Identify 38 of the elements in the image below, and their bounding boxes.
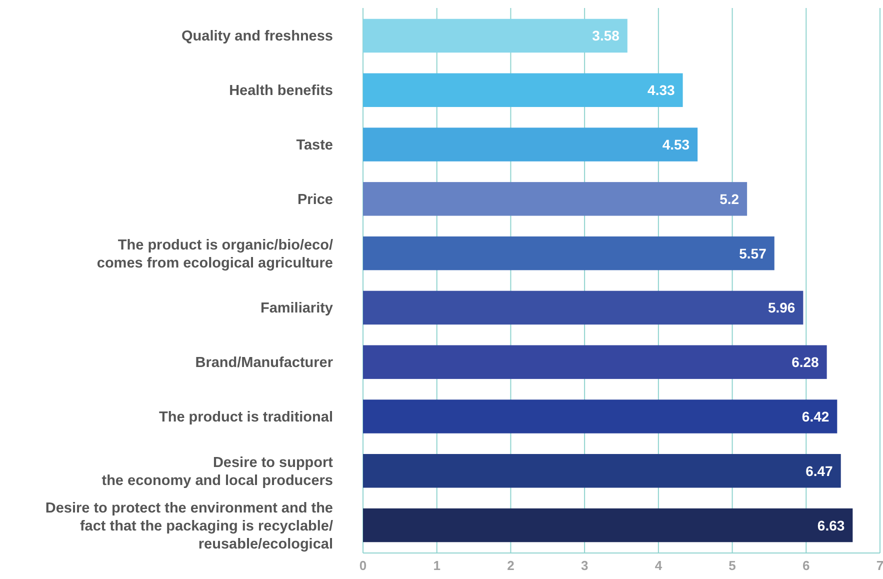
x-tick-label: 4 <box>654 558 663 574</box>
data-label: 4.53 <box>662 136 690 153</box>
data-label: 4.33 <box>648 82 676 98</box>
bar <box>363 128 698 162</box>
data-label: 3.58 <box>592 28 620 44</box>
bar <box>363 508 853 542</box>
x-tick-label: 2 <box>507 558 514 574</box>
data-label: 6.63 <box>817 517 845 534</box>
bar <box>363 73 683 107</box>
y-tick-label: Quality and freshness <box>182 28 333 45</box>
data-label: 5.57 <box>739 245 767 262</box>
bar <box>363 400 838 434</box>
bar <box>363 345 827 379</box>
data-label: 6.42 <box>802 408 830 424</box>
x-tick-label: 0 <box>359 558 367 574</box>
data-label: 6.47 <box>806 462 834 479</box>
y-tick-label: Brand/Manufacturer <box>195 355 334 372</box>
y-tick-label: The product is organic/bio/eco/ comes from ecological agriculture <box>96 237 333 272</box>
x-tick-label: 5 <box>728 558 736 574</box>
bar <box>363 236 774 270</box>
x-tick-label: 3 <box>580 558 588 574</box>
y-tick-label: Taste <box>296 138 333 154</box>
data-label: 5.96 <box>768 300 796 316</box>
data-label: 6.28 <box>792 354 820 370</box>
bar <box>363 182 748 216</box>
y-tick-label: Price <box>298 192 333 208</box>
bar <box>363 290 804 325</box>
y-tick-label: Desire to protect the environment and the fact that the packaging is recyclable/ reusable/ecological <box>45 500 333 552</box>
y-tick-label: Health benefits <box>229 83 333 100</box>
x-tick-label: 7 <box>876 558 883 574</box>
y-tick-label: Desire to support the economy and local producers <box>102 454 334 489</box>
bar <box>363 18 628 53</box>
y-tick-label: The product is traditional <box>158 409 333 426</box>
x-tick-label: 1 <box>433 558 440 574</box>
y-tick-label: Familiarity <box>260 300 333 317</box>
data-label: 5.2 <box>720 190 740 207</box>
x-tick-label: 6 <box>802 558 810 574</box>
bar <box>363 454 841 488</box>
